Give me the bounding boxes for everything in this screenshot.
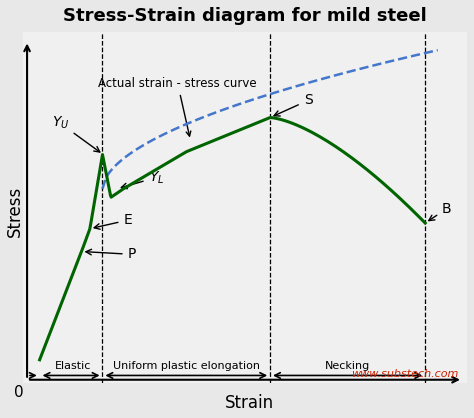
Text: P: P — [86, 247, 136, 261]
Text: Stress: Stress — [6, 186, 24, 237]
Text: Uniform plastic elongation: Uniform plastic elongation — [113, 361, 260, 371]
Text: E: E — [94, 213, 132, 229]
Text: B: B — [429, 202, 452, 221]
Text: 0: 0 — [14, 385, 24, 400]
Text: $Y_U$: $Y_U$ — [52, 115, 100, 152]
Text: Strain: Strain — [225, 394, 273, 412]
Text: Actual strain - stress curve: Actual strain - stress curve — [98, 77, 257, 136]
Text: Necking: Necking — [325, 361, 370, 371]
Text: S: S — [274, 94, 312, 116]
Title: Stress-Strain diagram for mild steel: Stress-Strain diagram for mild steel — [63, 7, 427, 25]
Text: www.substech.com: www.substech.com — [351, 369, 458, 379]
Text: Elastic: Elastic — [55, 361, 91, 371]
Text: $Y_L$: $Y_L$ — [121, 169, 164, 189]
